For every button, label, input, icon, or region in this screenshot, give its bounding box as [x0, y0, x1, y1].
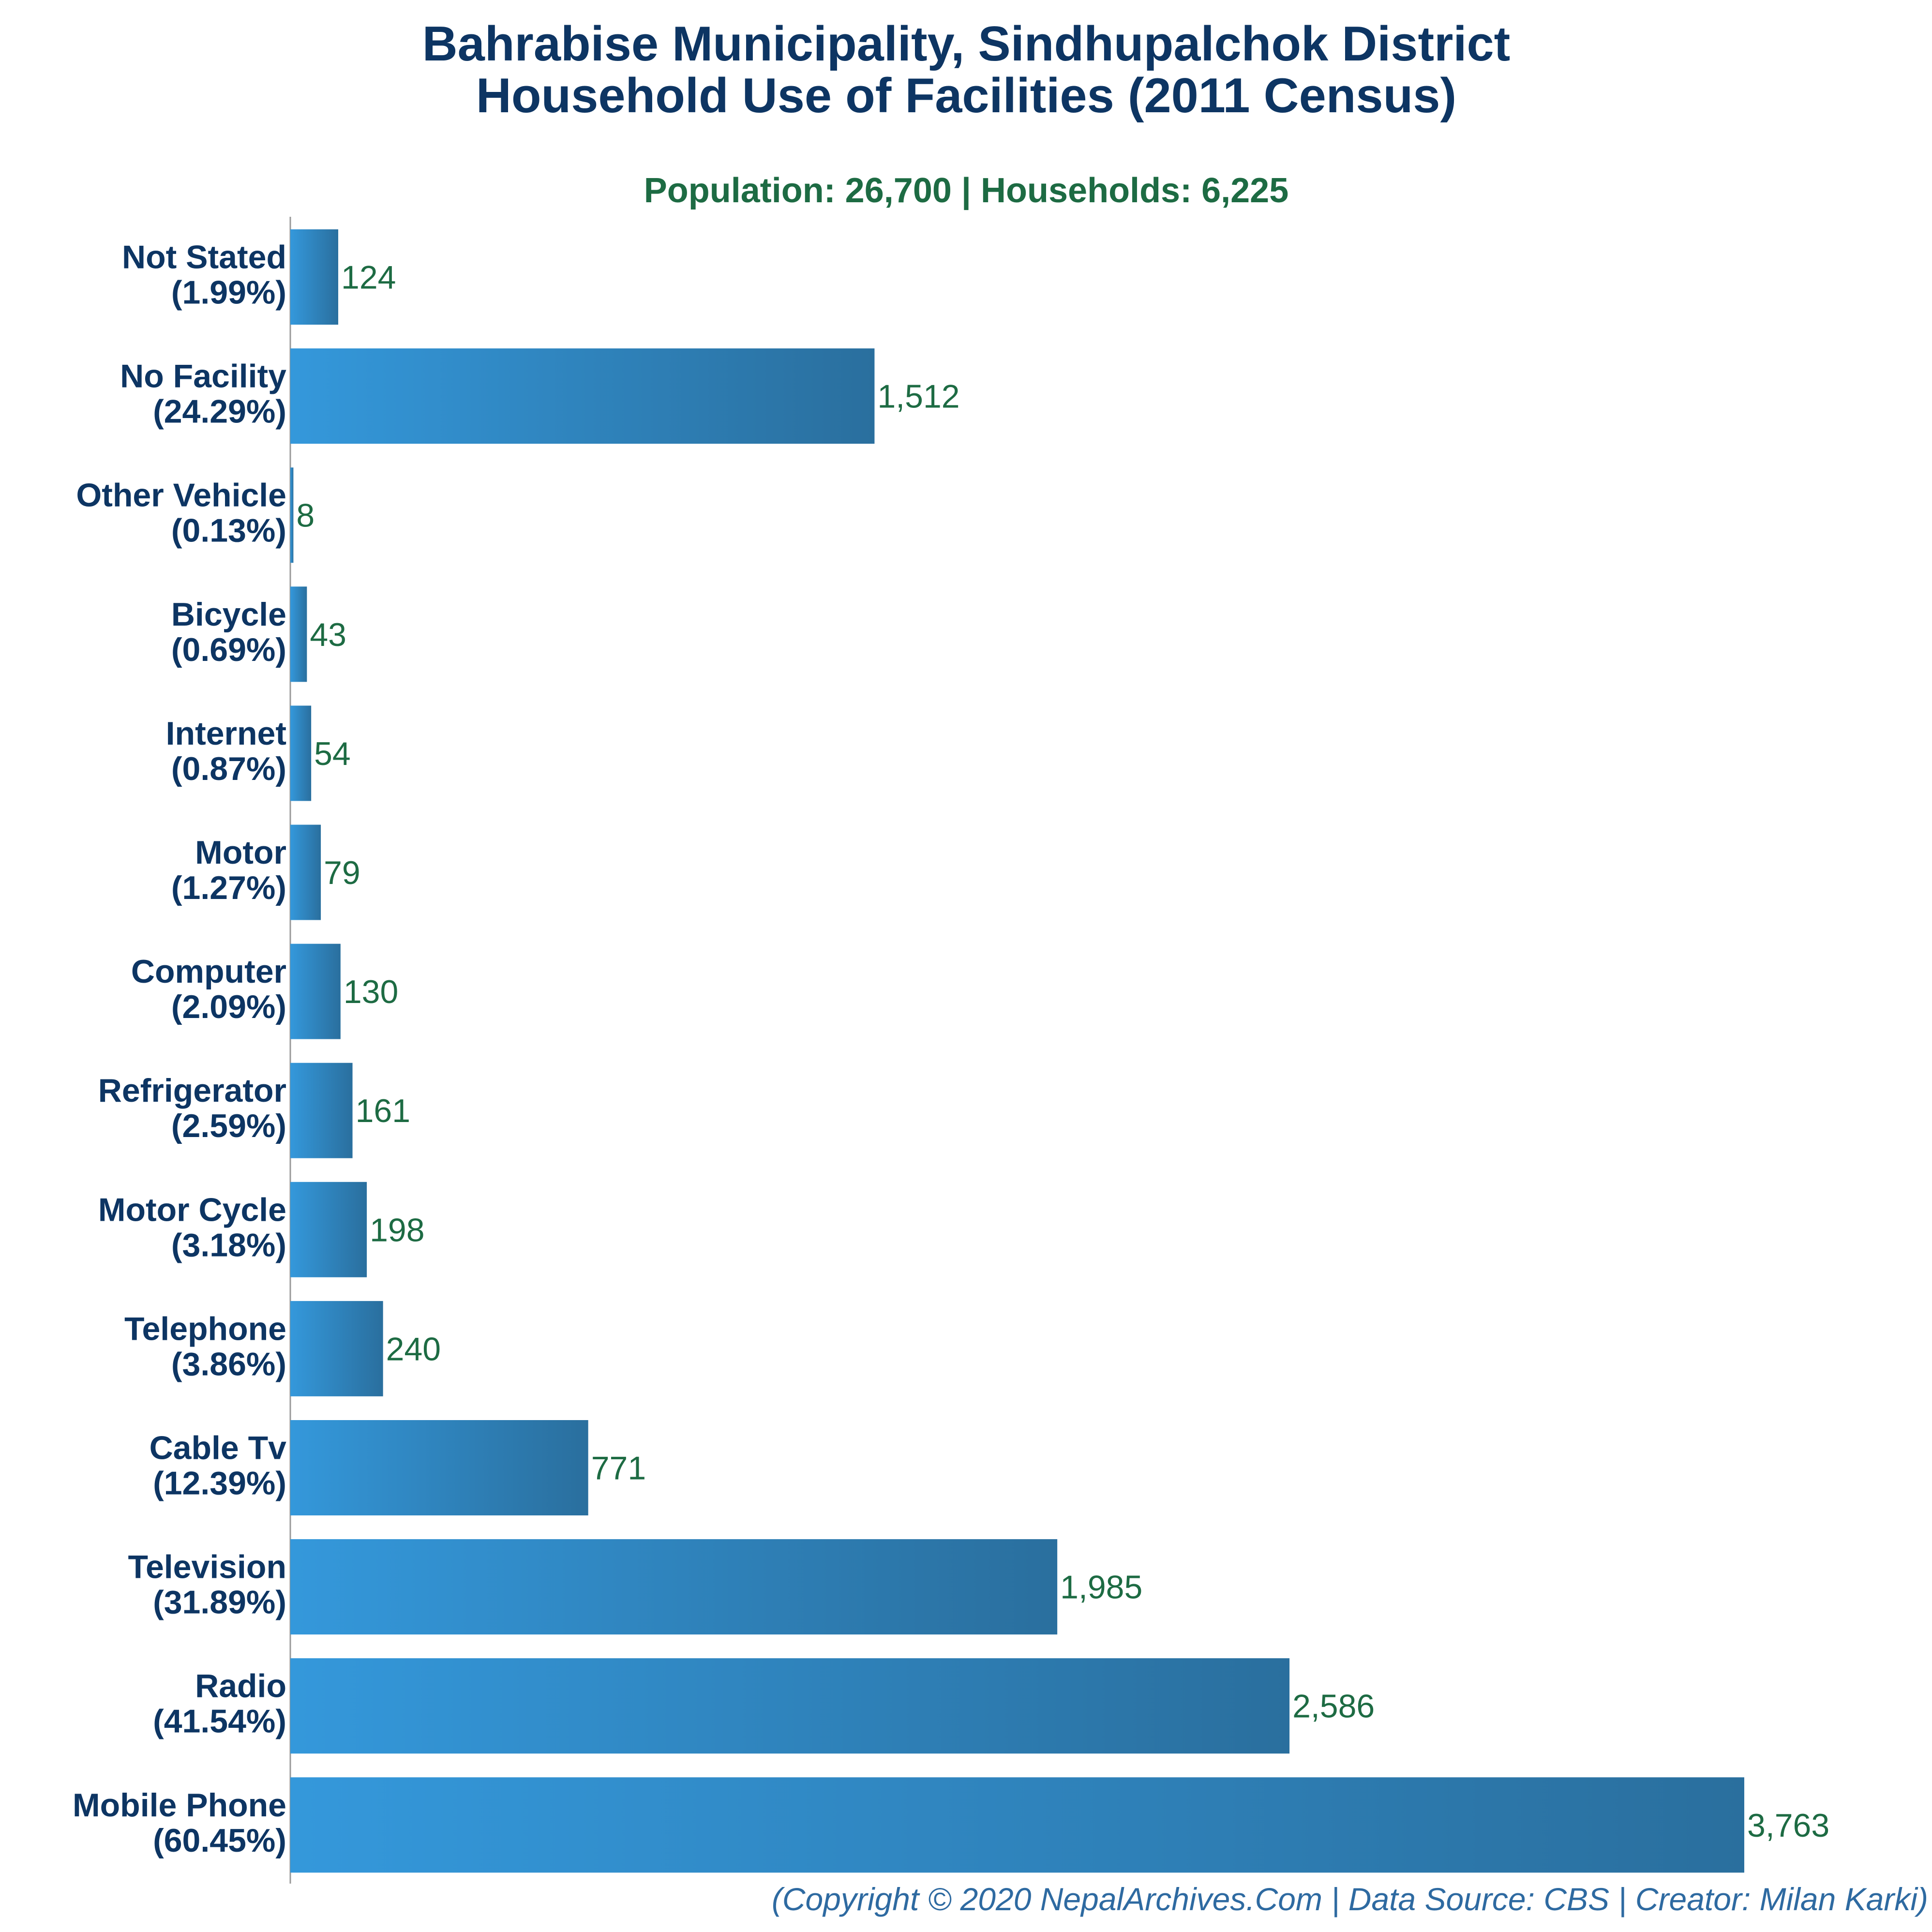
value-label-television: 1,985: [1060, 1569, 1142, 1606]
bar-radio: [290, 1658, 1290, 1754]
bar-not-stated: [290, 229, 339, 325]
category-label-no-facility: No Facility: [120, 358, 286, 395]
category-pct-not-stated: (1.99%): [171, 274, 286, 311]
category-label-telephone: Telephone: [124, 1310, 286, 1347]
bar-refrigerator: [290, 1063, 353, 1158]
chart-title: Bahrabise Municipality, Sindhupalchok Di…: [422, 17, 1511, 71]
category-label-mobile-phone: Mobile Phone: [73, 1787, 286, 1824]
footer-credit: (Copyright © 2020 NepalArchives.Com | Da…: [772, 1881, 1928, 1918]
category-pct-refrigerator: (2.59%): [171, 1108, 286, 1144]
category-label-computer: Computer: [131, 953, 286, 990]
category-label-bicycle: Bicycle: [171, 596, 286, 633]
bar-internet: [290, 705, 312, 801]
bar-telephone: [290, 1301, 383, 1396]
bar-other-vehicle: [290, 467, 294, 563]
bar-computer: [290, 944, 341, 1039]
value-label-no-facility: 1,512: [877, 378, 959, 415]
value-label-radio: 2,586: [1292, 1688, 1375, 1725]
bars-group: [290, 229, 1744, 1873]
category-label-cable-tv: Cable Tv: [150, 1430, 287, 1467]
value-label-cable-tv: 771: [591, 1450, 646, 1487]
bar-motor: [290, 824, 321, 920]
bar-bicycle: [290, 586, 307, 682]
bar-cable-tv: [290, 1420, 588, 1515]
category-pct-bicycle: (0.69%): [171, 631, 286, 668]
category-label-refrigerator: Refrigerator: [98, 1072, 286, 1109]
bar-no-facility: [290, 348, 875, 444]
value-label-mobile-phone: 3,763: [1747, 1807, 1829, 1844]
category-label-radio: Radio: [195, 1668, 286, 1705]
value-labels-group: 124 1,512 8 43 54 79 130 161 198 240 771 1,985 2,586…: [296, 259, 1829, 1844]
value-label-computer: 130: [344, 973, 398, 1010]
category-pct-internet: (0.87%): [171, 750, 286, 787]
category-pct-telephone: (3.86%): [171, 1346, 286, 1382]
category-pct-motor-cycle: (3.18%): [171, 1227, 286, 1263]
category-label-internet: Internet: [166, 715, 286, 752]
category-labels-group: Not Stated(1.99%) No Facility(24.29%) Othe…: [73, 239, 286, 1859]
category-pct-no-facility: (24.29%): [153, 393, 286, 430]
category-pct-computer: (2.09%): [171, 988, 286, 1025]
category-label-other-vehicle: Other Vehicle: [76, 477, 286, 514]
value-label-other-vehicle: 8: [296, 497, 315, 534]
category-label-television: Television: [128, 1549, 286, 1586]
value-label-bicycle: 43: [310, 616, 346, 653]
value-label-motor-cycle: 198: [370, 1212, 424, 1248]
value-label-motor: 79: [324, 854, 360, 891]
category-pct-other-vehicle: (0.13%): [171, 512, 286, 549]
bar-mobile-phone: [290, 1777, 1744, 1873]
value-label-refrigerator: 161: [356, 1093, 410, 1129]
category-pct-motor: (1.27%): [171, 869, 286, 906]
chart-title-line2: Household Use of Facilities (2011 Census…: [476, 69, 1456, 123]
category-label-motor-cycle: Motor Cycle: [98, 1191, 286, 1228]
bar-television: [290, 1539, 1058, 1635]
value-label-internet: 54: [314, 735, 351, 772]
category-pct-mobile-phone: (60.45%): [153, 1822, 286, 1859]
value-label-not-stated: 124: [341, 259, 396, 296]
value-label-telephone: 240: [386, 1331, 441, 1367]
bar-motor-cycle: [290, 1182, 367, 1277]
category-pct-television: (31.89%): [153, 1584, 286, 1621]
category-pct-radio: (41.54%): [153, 1703, 286, 1740]
chart-subtitle: Population: 26,700 | Households: 6,225: [644, 171, 1289, 210]
category-label-not-stated: Not Stated: [122, 239, 286, 276]
category-label-motor: Motor: [195, 834, 286, 871]
category-pct-cable-tv: (12.39%): [153, 1465, 286, 1502]
